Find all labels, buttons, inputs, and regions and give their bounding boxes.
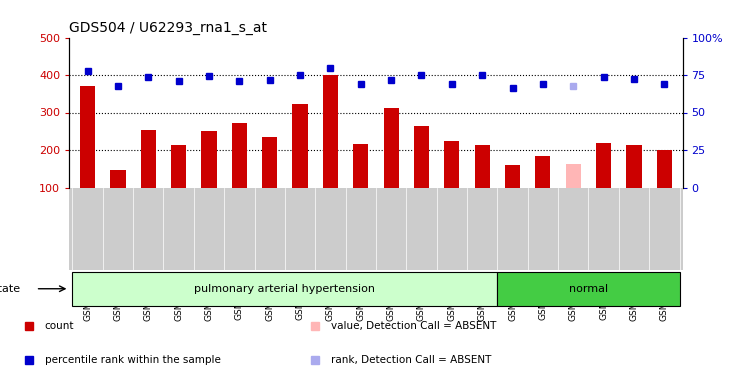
Text: pulmonary arterial hypertension: pulmonary arterial hypertension (194, 284, 375, 294)
Bar (110, 170, 126, 188)
Bar (383, 108, 399, 188)
Bar (626, 145, 642, 188)
Bar (141, 130, 156, 188)
Bar (474, 145, 490, 188)
Bar (171, 145, 186, 188)
Bar (566, 164, 581, 188)
Text: GDS504 / U62293_rna1_s_at: GDS504 / U62293_rna1_s_at (69, 21, 267, 35)
Bar (293, 104, 307, 188)
Bar (72, 272, 497, 306)
Text: percentile rank within the sample: percentile rank within the sample (45, 355, 220, 365)
Text: disease state: disease state (0, 284, 20, 294)
Bar (323, 75, 338, 188)
Bar (596, 142, 611, 188)
Bar (231, 123, 247, 188)
Bar (505, 165, 520, 188)
Bar (201, 131, 217, 188)
Bar (657, 150, 672, 188)
Text: normal: normal (569, 284, 608, 294)
Bar (445, 141, 459, 188)
Text: value, Detection Call = ABSENT: value, Detection Call = ABSENT (331, 321, 496, 332)
Bar (535, 156, 550, 188)
Text: rank, Detection Call = ABSENT: rank, Detection Call = ABSENT (331, 355, 491, 365)
Bar (414, 126, 429, 188)
Bar (80, 86, 95, 188)
Bar (353, 144, 369, 188)
Bar (262, 136, 277, 188)
Text: count: count (45, 321, 74, 332)
Bar (497, 272, 680, 306)
